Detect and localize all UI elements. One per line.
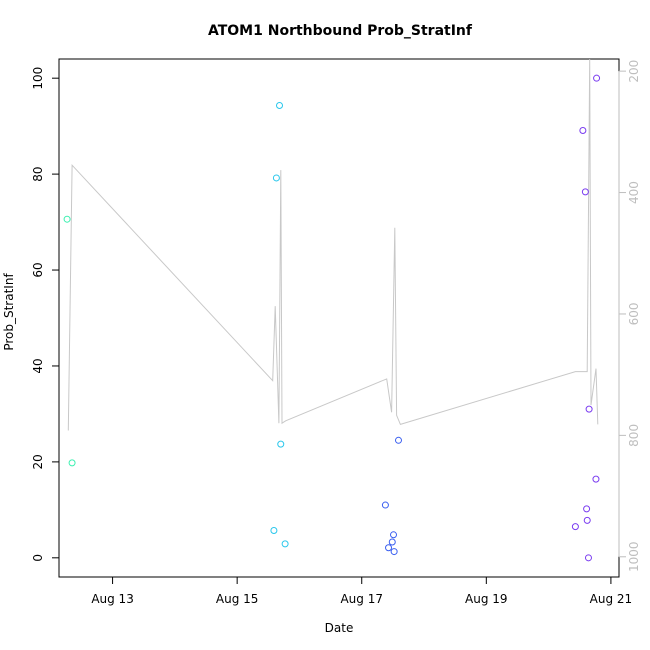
y2-tick-label-2: 600	[627, 303, 641, 326]
data-point-8	[385, 544, 393, 552]
data-point-21	[593, 74, 601, 82]
data-point-4	[276, 102, 284, 110]
points-layer	[63, 74, 601, 562]
x-tick-label-0: Aug 13	[91, 592, 134, 606]
y2-tick-label-0: 200	[627, 60, 641, 83]
data-point-7	[381, 501, 389, 509]
y2-tick-label-4: 1000	[627, 542, 641, 573]
depth-line-layer	[67, 58, 599, 431]
data-point-1	[68, 459, 76, 467]
y-tick-label-5: 100	[31, 67, 45, 90]
data-point-15	[581, 188, 589, 196]
y-tick-label-4: 80	[31, 166, 45, 181]
data-point-0	[63, 215, 71, 223]
data-point-14	[579, 126, 587, 134]
x-axis: Aug 13 Aug 15 Aug 17 Aug 19 Aug 21	[91, 576, 633, 606]
plot-area-frame	[58, 58, 620, 578]
data-point-10	[390, 531, 398, 539]
y-axis: 0 20 40 60 80 100	[31, 67, 60, 562]
data-point-18	[584, 554, 592, 562]
y-axis-label: Prob_StratInf	[2, 273, 16, 351]
x-tick-label-2: Aug 17	[340, 592, 383, 606]
data-point-12	[394, 436, 402, 444]
data-point-3	[272, 174, 280, 182]
chart-title: ATOM1 Northbound Prob_StratInf	[208, 23, 473, 39]
data-point-11	[390, 548, 398, 556]
y2-tick-label-3: 800	[627, 424, 641, 447]
y-tick-label-3: 60	[31, 262, 45, 277]
y-tick-label-0: 0	[31, 554, 45, 562]
data-point-6	[281, 540, 289, 548]
data-point-2	[270, 526, 278, 534]
y-tick-label-2: 40	[31, 358, 45, 373]
x-tick-label-1: Aug 15	[216, 592, 259, 606]
data-point-13	[571, 523, 579, 531]
x-axis-label: Date	[325, 621, 354, 635]
y-axis-right: 200 400 600 800 1000	[618, 60, 641, 573]
x-tick-label-3: Aug 19	[465, 592, 508, 606]
data-point-5	[277, 440, 285, 448]
data-point-19	[585, 405, 593, 413]
y2-tick-label-1: 400	[627, 181, 641, 204]
data-point-20	[592, 475, 600, 483]
data-point-16	[583, 505, 591, 513]
data-point-9	[388, 538, 396, 546]
x-tick-label-4: Aug 21	[590, 592, 633, 606]
data-point-17	[583, 516, 591, 524]
depth-line	[67, 58, 599, 431]
y-tick-label-1: 20	[31, 454, 45, 469]
